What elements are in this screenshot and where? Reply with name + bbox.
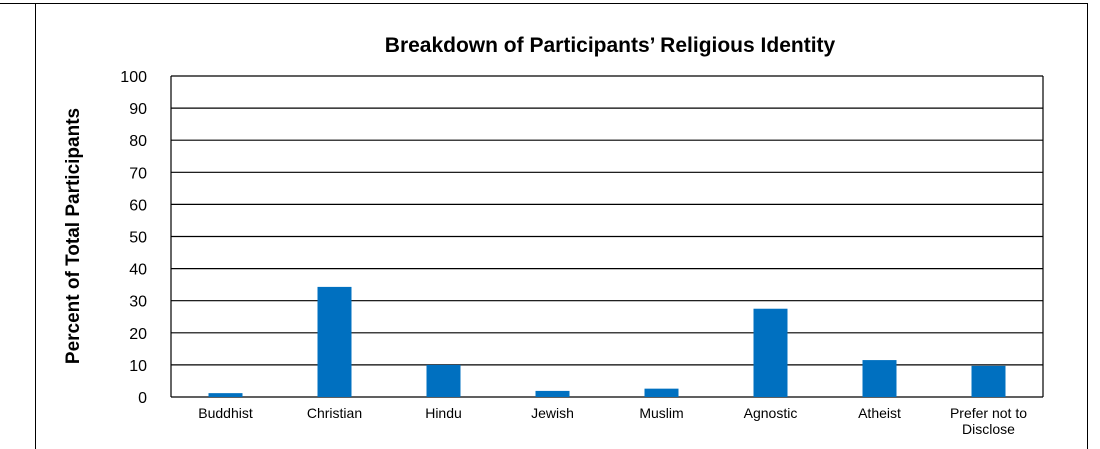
chart-frame-right [1087, 3, 1088, 449]
y-tick-label: 100 [120, 69, 147, 86]
bar-prefer-not-to-disclose [971, 365, 1006, 397]
x-tick-label: Buddhist [198, 405, 253, 421]
y-tick-label: 0 [138, 390, 147, 407]
x-tick-label: Jewish [531, 405, 574, 421]
y-tick-label: 80 [129, 133, 147, 150]
chart-frame-top [0, 3, 1088, 4]
x-tick-label: Prefer not to [950, 405, 1027, 421]
bars [208, 286, 1006, 397]
y-tick-labels: 0 10 20 30 40 50 60 70 80 90 100 [120, 69, 147, 407]
y-tick-label: 30 [129, 294, 147, 311]
x-tick-label: Disclose [962, 421, 1015, 437]
gridlines [170, 75, 1044, 398]
x-tick-label: Hindu [425, 405, 462, 421]
x-tick-label: Christian [307, 405, 362, 421]
bar-atheist [862, 360, 897, 397]
bar-buddhist [208, 393, 243, 397]
x-tick-label: Agnostic [744, 405, 798, 421]
y-tick-label: 90 [129, 101, 147, 118]
chart-frame-left [35, 3, 36, 449]
bar-muslim [644, 388, 679, 397]
bar-agnostic [753, 308, 788, 397]
bar-jewish [535, 390, 570, 397]
y-tick-label: 40 [129, 262, 147, 279]
y-tick-label: 60 [129, 197, 147, 214]
bar-christian [317, 286, 352, 397]
chart-title: Breakdown of Participants’ Religious Ide… [385, 34, 836, 57]
bar-hindu [426, 364, 461, 397]
y-tick-label: 50 [129, 230, 147, 247]
y-axis-label: Percent of Total Participants [63, 108, 84, 364]
y-tick-label: 10 [129, 358, 147, 375]
x-tick-label: Muslim [639, 405, 683, 421]
x-tick-labels: Buddhist Christian Hindu Jewish Muslim Agnost… [198, 405, 1027, 437]
y-tick-label: 70 [129, 165, 147, 182]
x-tick-label: Atheist [858, 405, 901, 421]
y-tick-label: 20 [129, 326, 147, 343]
